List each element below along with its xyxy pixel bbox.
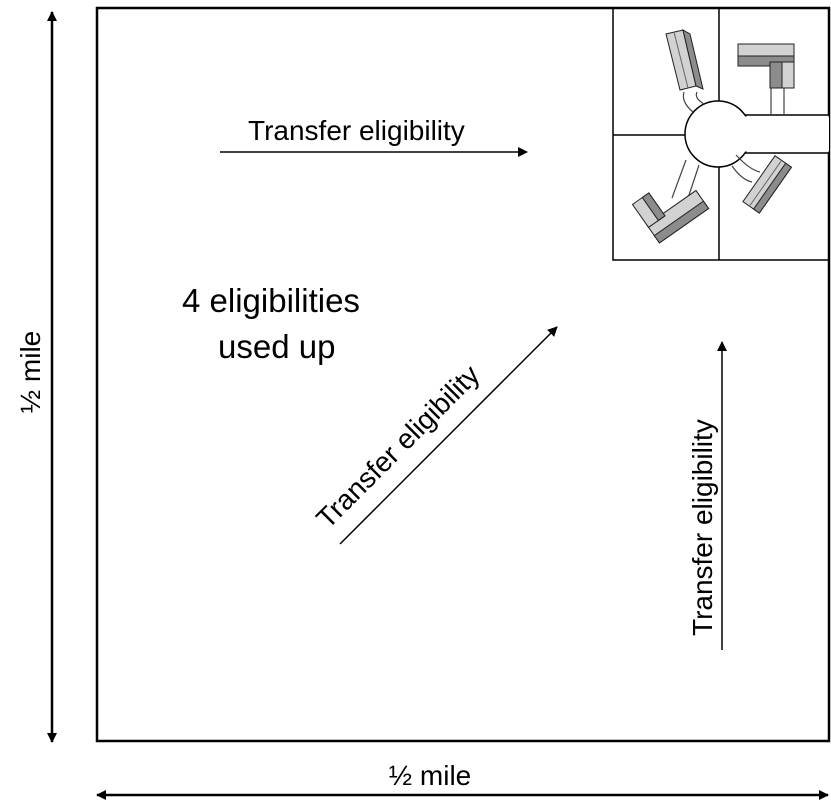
- driveway: [682, 91, 705, 113]
- transfer-arrow-diagonal: [339, 326, 558, 545]
- transfer-label-horizontal: Transfer eligibility: [248, 115, 465, 146]
- driveway: [731, 154, 761, 183]
- width-dimension-label: ½ mile: [389, 760, 471, 791]
- house-icon: [737, 43, 795, 89]
- eligibilities-note-line2: used up: [218, 328, 335, 365]
- house-icon: [742, 155, 793, 214]
- house-icon: [631, 189, 710, 244]
- clustered-lots: [612, 7, 830, 261]
- eligibilities-note-line1: 4 eligibilities: [182, 282, 360, 319]
- driveway: [770, 86, 785, 114]
- transfer-label-vertical: Transfer eligibility: [687, 419, 718, 636]
- height-dimension-label: ½ mile: [15, 331, 46, 413]
- road-mask: [740, 116, 829, 152]
- house-icon: [665, 28, 704, 91]
